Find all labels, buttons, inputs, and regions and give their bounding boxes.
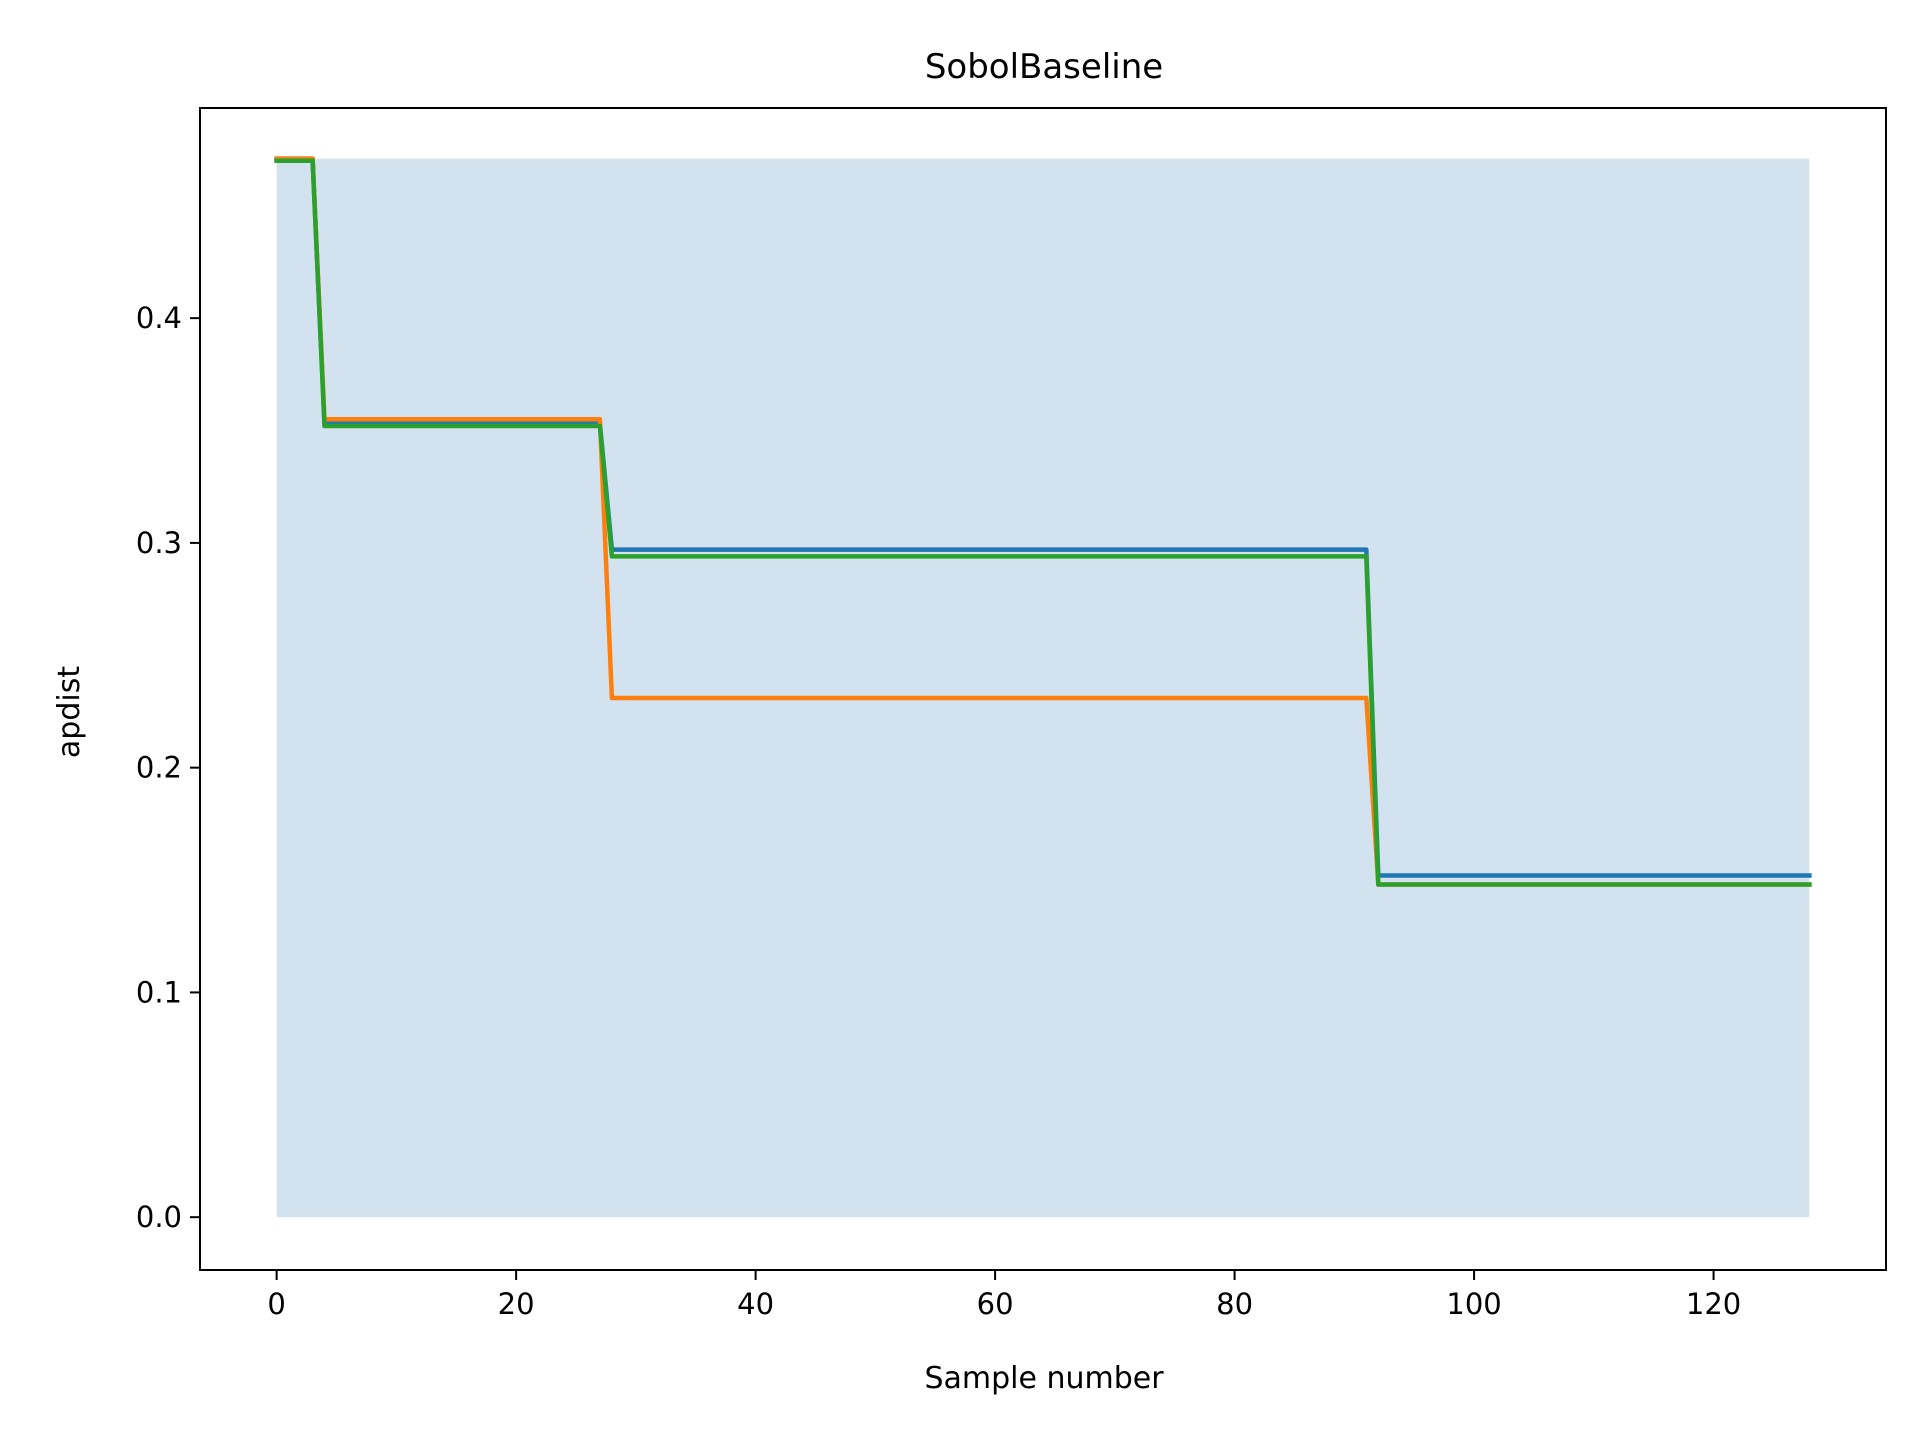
x-tick-label: 60 <box>977 1287 1014 1321</box>
x-axis-label: Sample number <box>924 1361 1164 1396</box>
series-layer <box>274 156 1812 887</box>
x-tick-label: 40 <box>737 1287 774 1321</box>
y-axis-label: apdist <box>52 666 87 758</box>
chart-title: SobolBaseline <box>925 47 1163 87</box>
range-band <box>276 158 1810 1218</box>
x-tick-label: 0 <box>267 1287 285 1321</box>
x-tick-label: 120 <box>1686 1287 1741 1321</box>
y-tick-label: 0.1 <box>136 975 182 1009</box>
y-tick-label: 0.2 <box>136 751 182 785</box>
x-tick-label: 20 <box>498 1287 535 1321</box>
plot-frame <box>199 107 1887 1271</box>
x-tick-label: 100 <box>1446 1287 1501 1321</box>
x-axis: 0 20 40 60 80 100 120 <box>267 1270 1741 1321</box>
y-tick-label: 0.3 <box>136 526 182 560</box>
x-tick-label: 80 <box>1216 1287 1253 1321</box>
y-axis: 0.0 0.1 0.2 0.3 0.4 <box>136 301 200 1234</box>
series-line-3 <box>274 158 1812 887</box>
y-tick-label: 0.0 <box>136 1200 182 1234</box>
y-tick-label: 0.4 <box>136 301 182 335</box>
range-band-layer <box>276 158 1810 1218</box>
